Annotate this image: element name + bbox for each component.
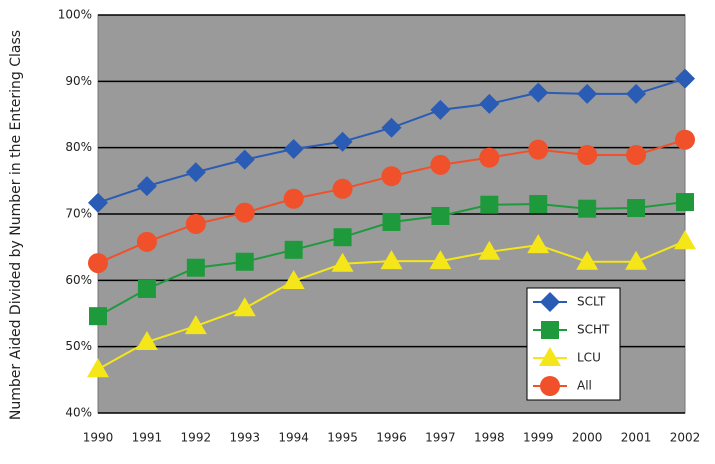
x-tick-label: 1997 — [425, 431, 456, 445]
x-tick-label: 1996 — [376, 431, 407, 445]
data-point — [333, 228, 352, 247]
data-point — [380, 250, 403, 270]
data-point — [185, 213, 206, 234]
data-point — [137, 279, 156, 298]
data-point — [528, 82, 549, 103]
y-tick-label: 90% — [65, 74, 92, 88]
x-tick-label: 1998 — [474, 431, 505, 445]
x-tick-label: 2002 — [670, 431, 701, 445]
data-point — [382, 212, 401, 231]
data-point — [577, 144, 598, 165]
legend-label: SCHT — [577, 323, 610, 337]
data-point — [676, 193, 694, 212]
data-point — [88, 253, 108, 274]
x-tick-label: 1993 — [229, 431, 260, 445]
data-point — [331, 252, 354, 272]
data-point — [234, 202, 255, 223]
y-tick-label: 80% — [65, 140, 92, 154]
x-tick-label: 1990 — [83, 431, 114, 445]
data-point — [233, 297, 256, 317]
legend-marker — [540, 376, 560, 396]
data-point — [184, 315, 207, 335]
data-point — [87, 358, 109, 378]
x-tick-label: 2000 — [572, 431, 603, 445]
legend-label: SCLT — [577, 295, 606, 309]
x-tick-label: 2001 — [621, 431, 652, 445]
data-point — [282, 269, 305, 289]
data-point — [235, 252, 254, 271]
data-point — [332, 131, 353, 152]
legend-label: LCU — [577, 351, 601, 365]
data-point — [430, 154, 451, 175]
data-point — [284, 240, 303, 259]
data-point — [136, 176, 157, 197]
data-point — [234, 149, 255, 170]
data-point — [626, 83, 647, 104]
y-axis-label: Number Aided Divided by Number in the En… — [8, 30, 24, 420]
data-point — [577, 83, 598, 104]
data-point — [185, 162, 206, 183]
legend-marker — [539, 347, 561, 366]
data-point — [429, 250, 452, 270]
y-tick-label: 40% — [65, 406, 92, 420]
data-point — [527, 234, 550, 254]
x-tick-label: 1999 — [523, 431, 554, 445]
data-point — [381, 166, 402, 187]
data-point — [89, 307, 107, 326]
data-point — [88, 192, 108, 213]
data-point — [627, 199, 646, 218]
data-point — [283, 188, 304, 209]
data-point — [479, 147, 500, 168]
data-point — [479, 93, 500, 114]
data-point — [332, 178, 353, 199]
legend-label: All — [577, 379, 592, 393]
data-point — [674, 230, 696, 250]
y-tick-label: 60% — [65, 273, 92, 287]
x-tick-label: 1994 — [278, 431, 309, 445]
legend-marker — [541, 321, 559, 339]
data-point — [136, 231, 157, 252]
data-point — [528, 139, 549, 160]
data-point — [283, 138, 304, 159]
y-tick-label: 100% — [58, 8, 92, 22]
data-point — [578, 199, 597, 218]
data-point — [529, 195, 548, 214]
data-point — [186, 258, 205, 277]
data-point — [480, 195, 499, 214]
data-point — [431, 206, 450, 225]
legend-marker — [540, 292, 560, 312]
data-point — [135, 331, 158, 351]
data-point — [576, 250, 599, 270]
y-tick-label: 50% — [65, 339, 92, 353]
data-point — [430, 99, 451, 120]
data-point — [626, 144, 647, 165]
x-tick-label: 1992 — [181, 431, 212, 445]
x-tick-label: 1991 — [132, 431, 163, 445]
data-point — [381, 117, 402, 138]
data-point — [675, 129, 695, 150]
data-point — [478, 240, 501, 260]
data-point — [675, 68, 695, 89]
y-tick-label: 70% — [65, 207, 92, 221]
x-tick-label: 1995 — [327, 431, 358, 445]
data-point — [625, 250, 648, 270]
